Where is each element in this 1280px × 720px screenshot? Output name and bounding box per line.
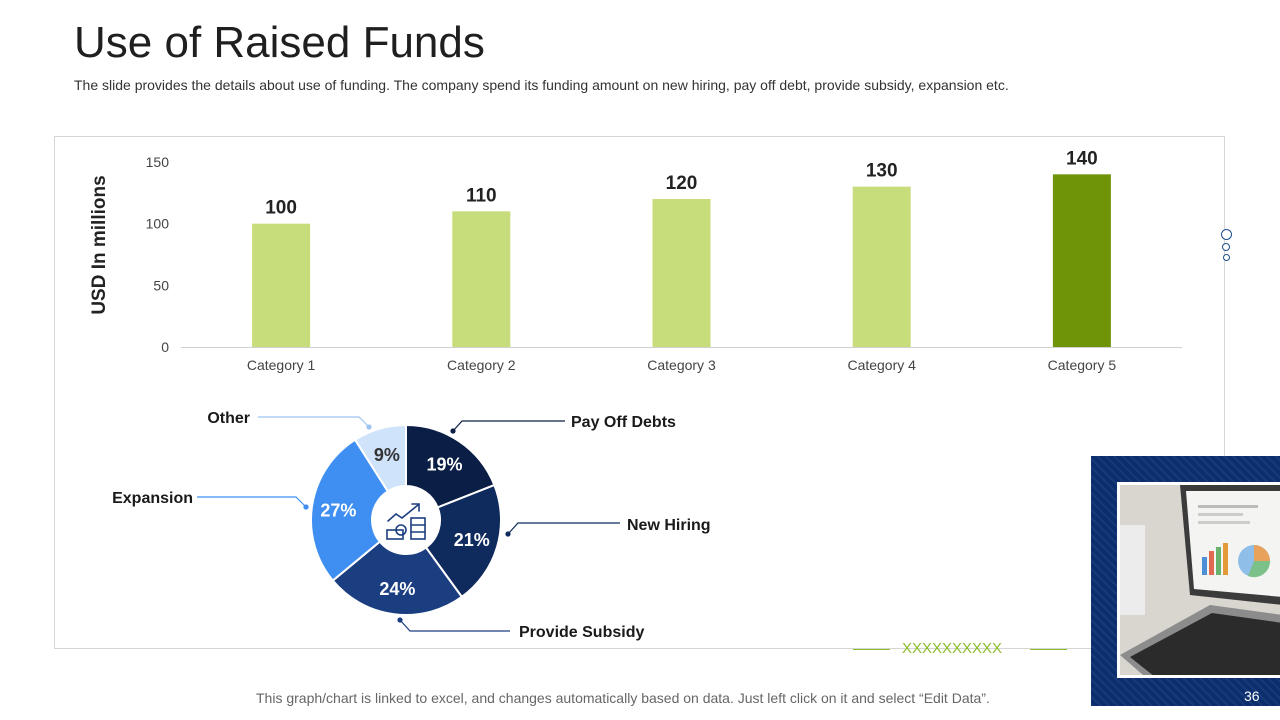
laptop-illustration	[1120, 485, 1280, 675]
dot	[1222, 243, 1230, 251]
money-growth-icon	[386, 503, 426, 540]
bar[interactable]	[1052, 174, 1111, 347]
slice-category-label: Pay Off Debts	[571, 414, 676, 431]
coin-stack	[410, 517, 426, 540]
slice-category-label: Provide Subsidy	[519, 624, 644, 641]
bar[interactable]	[652, 199, 711, 347]
slice-category-label: New Hiring	[627, 517, 711, 534]
callout-line	[452, 420, 565, 432]
slice-percent-label: 24%	[379, 579, 415, 599]
bar-data-label: 140	[1066, 148, 1098, 169]
y-tick-label: 50	[153, 277, 169, 293]
trend-arrowhead	[411, 503, 420, 512]
bar-data-label: 100	[265, 198, 297, 219]
photo-frame: 36	[1091, 456, 1280, 706]
dot	[1220, 229, 1232, 240]
laptop-photo	[1117, 482, 1280, 678]
page-title: Use of Raised Funds	[74, 18, 485, 67]
donut-center	[372, 486, 440, 554]
bar-chart[interactable]: 0 50 100 150 100 Category 1 110 Category 2 120 Ca…	[0, 0, 1280, 400]
slice-percent-label: 27%	[320, 500, 356, 520]
callout-line	[507, 522, 620, 535]
trend-arrow	[387, 504, 419, 522]
chart-panel	[54, 136, 1225, 649]
callout-dot	[505, 531, 511, 537]
page-subtitle: The slide provides the details about use…	[74, 77, 1009, 93]
slice-percent-label: 21%	[454, 530, 490, 550]
bar-data-label: 130	[866, 161, 898, 182]
bar[interactable]	[452, 211, 511, 347]
callout-dot	[397, 617, 403, 623]
x-tick-label: Category 1	[247, 357, 316, 373]
x-tick-label: Category 4	[847, 357, 916, 373]
y-tick-label: 150	[146, 154, 170, 170]
more-options-icon[interactable]	[1219, 229, 1233, 264]
callout-line	[399, 619, 510, 632]
decor-line-left	[853, 649, 890, 650]
slice-percent-label: 9%	[374, 445, 400, 465]
decor-line-right	[1030, 649, 1067, 650]
x-tick-label: Category 3	[647, 357, 716, 373]
callout-dot	[450, 428, 456, 434]
callout-dot	[366, 424, 372, 430]
callout-line	[197, 496, 307, 508]
x-tick-label: Category 5	[1048, 357, 1117, 373]
footer-note: This graph/chart is linked to excel, and…	[256, 690, 990, 706]
dot	[1222, 254, 1230, 261]
bar-data-label: 110	[466, 185, 497, 206]
slice-category-label: Other	[207, 410, 250, 427]
bar[interactable]	[852, 186, 911, 347]
slice-percent-label: 19%	[426, 454, 462, 474]
callout-line	[258, 416, 370, 428]
x-tick-label: Category 2	[447, 357, 516, 373]
page-number: 36	[1244, 688, 1260, 704]
coin	[395, 524, 407, 536]
callout-dot	[303, 504, 309, 510]
y-tick-label: 0	[161, 339, 169, 355]
bar[interactable]	[252, 223, 311, 347]
y-tick-label: 100	[146, 216, 170, 232]
slice-category-label: Expansion	[112, 490, 193, 507]
bar-data-label: 120	[666, 173, 698, 194]
decor-text: XXXXXXXXXX	[902, 640, 1003, 657]
